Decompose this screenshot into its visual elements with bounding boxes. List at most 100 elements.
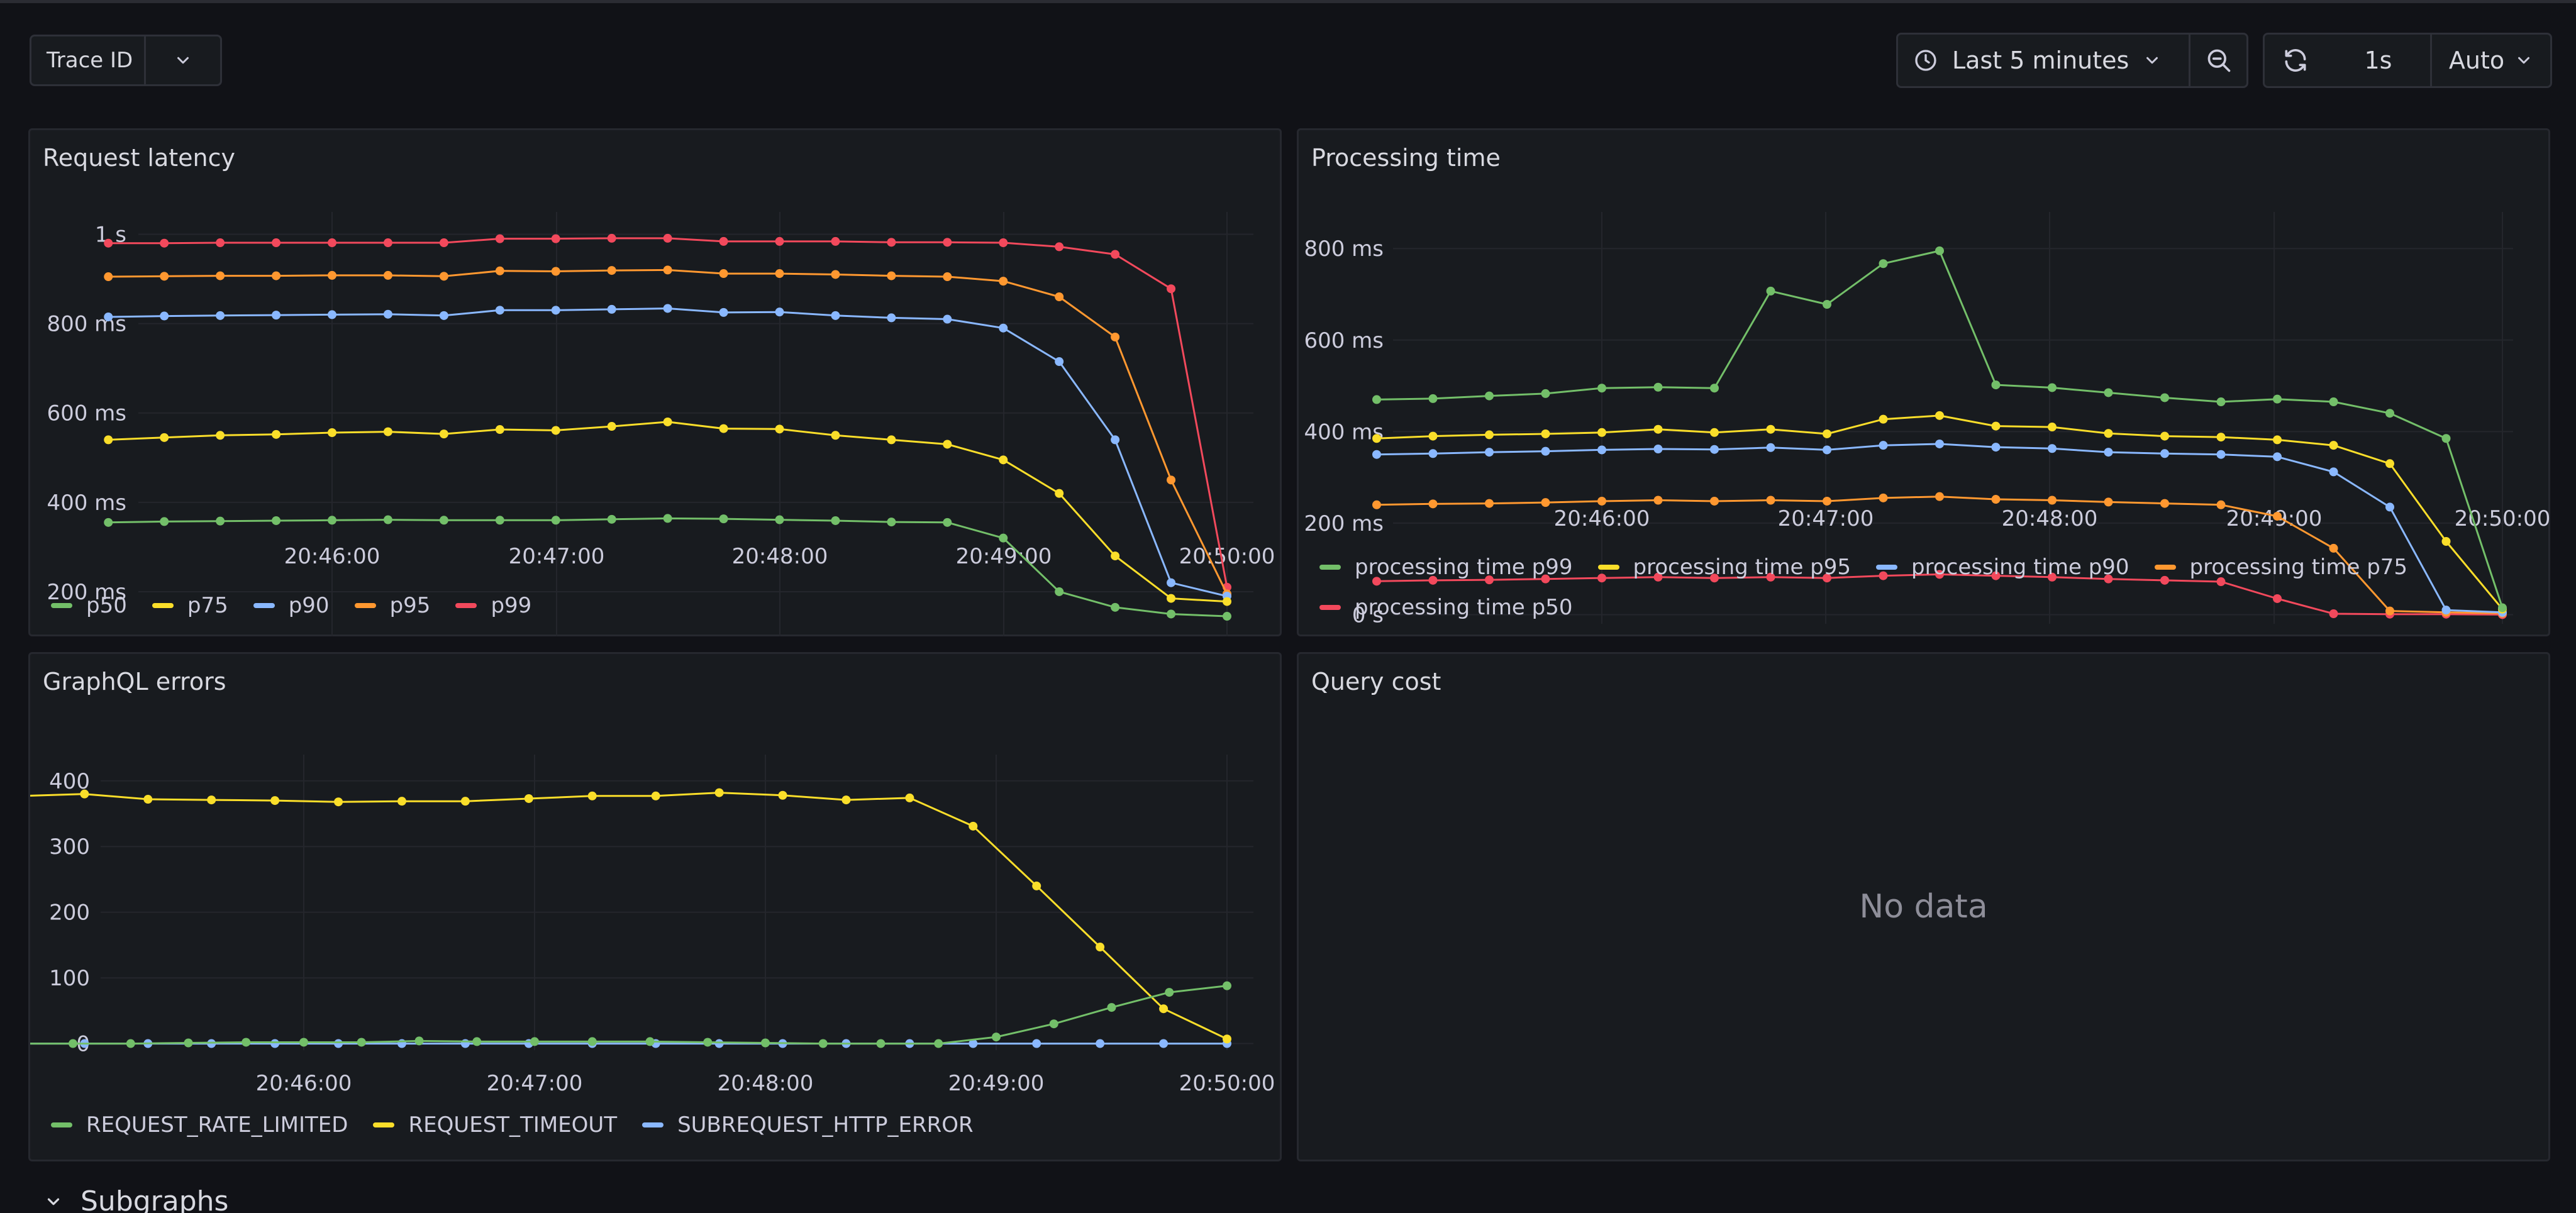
legend-item[interactable]: REQUEST_TIMEOUT: [373, 1105, 617, 1145]
data-point: [495, 234, 504, 243]
time-picker[interactable]: Last 5 minutes: [1896, 33, 2248, 88]
data-point: [80, 789, 89, 799]
data-point: [1107, 1003, 1116, 1012]
data-point: [2441, 434, 2451, 443]
legend-item[interactable]: p75: [152, 585, 228, 626]
panel-query-cost[interactable]: Query cost No data: [1297, 652, 2550, 1161]
data-point: [775, 307, 784, 317]
legend-swatch: [1876, 565, 1898, 570]
legend-label: processing time p90: [1911, 555, 2129, 580]
x-tick-label: 20:48:00: [2002, 506, 2098, 531]
data-point: [607, 233, 616, 243]
data-point: [472, 1037, 482, 1046]
data-point: [2160, 499, 2169, 508]
data-point: [714, 788, 724, 797]
refresh-interval[interactable]: 1s: [2326, 35, 2432, 86]
data-point: [2273, 435, 2282, 445]
data-point: [1167, 578, 1176, 587]
data-point: [2273, 394, 2282, 404]
data-point: [530, 1037, 539, 1046]
series-line: [108, 307, 1228, 597]
time-range-button[interactable]: Last 5 minutes: [1898, 35, 2190, 86]
data-point: [495, 425, 504, 435]
legend-item[interactable]: processing time p90: [1876, 547, 2129, 587]
data-point: [2273, 594, 2282, 603]
data-point: [1372, 434, 1381, 443]
data-point: [887, 271, 896, 280]
refresh-picker[interactable]: 1s Auto: [2263, 33, 2552, 88]
legend-item[interactable]: processing time p99: [1319, 547, 1573, 587]
data-point: [2385, 502, 2394, 512]
y-tick-label: 0 s: [1352, 602, 1384, 628]
legend-item[interactable]: p99: [455, 585, 531, 626]
refresh-button[interactable]: [2265, 35, 2326, 86]
data-point: [1032, 881, 1041, 890]
data-point: [1428, 431, 1438, 441]
legend-label: p95: [389, 593, 431, 618]
data-point: [1485, 391, 1494, 401]
data-point: [1096, 943, 1105, 952]
legend-item[interactable]: REQUEST_RATE_LIMITED: [51, 1105, 348, 1145]
data-point: [714, 1039, 724, 1048]
data-point: [272, 271, 281, 280]
data-point: [272, 238, 281, 248]
data-point: [1428, 394, 1438, 403]
x-tick-label: 20:46:00: [1554, 506, 1650, 531]
legend-item[interactable]: processing time p75: [2154, 547, 2407, 587]
data-point: [2048, 444, 2057, 453]
data-point: [2498, 603, 2507, 612]
legend-item[interactable]: processing time p50: [1319, 587, 1573, 628]
data-point: [1991, 421, 2001, 431]
data-point: [1710, 428, 1719, 437]
data-point: [383, 309, 392, 319]
row-subgraphs[interactable]: Subgraphs: [44, 1185, 228, 1213]
panel-request-latency[interactable]: Request latency 200 ms 400 ms 600 ms 800 ms…: [28, 128, 1282, 636]
chevron-down-icon: [2518, 57, 2530, 64]
data-point: [1766, 572, 1775, 582]
data-point: [1766, 424, 1775, 434]
legend-item[interactable]: p50: [51, 585, 127, 626]
data-point: [663, 233, 672, 243]
data-point: [160, 238, 169, 248]
data-point: [2216, 500, 2226, 509]
refresh-mode-dropdown[interactable]: Auto: [2432, 47, 2550, 74]
data-point: [818, 1039, 828, 1048]
series-line: [30, 792, 1228, 1040]
data-point: [2329, 441, 2338, 450]
legend-swatch: [253, 603, 275, 608]
data-point: [1111, 435, 1120, 445]
refresh-icon: [2285, 49, 2306, 72]
data-point: [414, 1036, 424, 1046]
data-point: [1159, 1004, 1169, 1014]
data-point: [104, 272, 113, 282]
data-point: [439, 311, 448, 320]
data-point: [887, 518, 896, 527]
panel-processing-time[interactable]: Processing time 0 s 200 ms 400 ms 600 ms 800…: [1297, 128, 2550, 636]
errors-legend: REQUEST_RATE_LIMITED REQUEST_TIMEOUT SUBRE…: [51, 1105, 999, 1145]
panel-graphql-errors[interactable]: GraphQL errors 010020030040020:46:0020:4…: [28, 652, 1282, 1161]
data-point: [1991, 495, 2001, 504]
data-point: [969, 1039, 978, 1048]
legend-item[interactable]: SUBREQUEST_HTTP_ERROR: [642, 1105, 974, 1145]
legend-label: p99: [491, 593, 532, 618]
time-range-label: Last 5 minutes: [1952, 47, 2129, 74]
data-point: [999, 277, 1008, 286]
data-point: [2048, 383, 2057, 392]
legend-item[interactable]: p90: [253, 585, 330, 626]
panel-title: Request latency: [43, 144, 236, 172]
data-point: [1597, 384, 1606, 393]
data-point: [143, 795, 153, 804]
trace-id-variable[interactable]: Trace ID: [30, 35, 222, 86]
x-tick-label: 20:47:00: [1778, 506, 1874, 531]
variable-dropdown[interactable]: [146, 51, 220, 70]
legend-item[interactable]: processing time p95: [1597, 547, 1851, 587]
zoom-out-button[interactable]: [2190, 47, 2246, 74]
data-point: [1049, 1019, 1058, 1029]
data-point: [495, 266, 504, 275]
legend-item[interactable]: p95: [354, 585, 431, 626]
data-point: [160, 433, 169, 442]
latency-legend: p50 p75 p90 p95 p99: [51, 585, 557, 626]
series-line: [30, 985, 1228, 1045]
data-point: [2329, 467, 2338, 477]
data-point: [1167, 609, 1176, 619]
